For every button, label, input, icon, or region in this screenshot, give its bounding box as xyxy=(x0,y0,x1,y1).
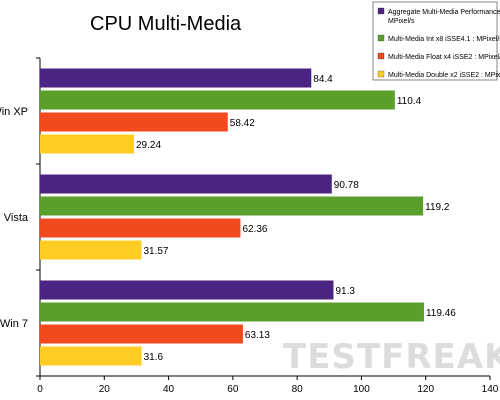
bar xyxy=(40,90,395,110)
bar xyxy=(40,196,424,216)
data-label: 110.4 xyxy=(397,96,422,107)
category-label: Win Vista xyxy=(0,212,29,224)
data-label: 91.3 xyxy=(335,286,355,297)
bar xyxy=(40,324,243,344)
bar xyxy=(40,302,424,322)
category-label: Win XP xyxy=(0,106,28,118)
bar xyxy=(40,112,228,132)
x-tick-label: 120 xyxy=(417,384,434,395)
plot-area: 0 20 40 60 80 100 120 140 Win XP 84.4 110.4 58.42 29… xyxy=(0,57,499,395)
legend-label: MPixel/s xyxy=(388,18,415,25)
bar xyxy=(40,68,312,88)
data-label: 119.46 xyxy=(426,308,456,319)
x-tick-label: 80 xyxy=(292,384,304,395)
legend-label: Multi-Media Double x2 iSSE2 : MPixel/s xyxy=(388,72,500,79)
bar xyxy=(40,218,241,238)
x-tick-label: 100 xyxy=(353,384,370,395)
x-tick-label: 40 xyxy=(163,384,175,395)
x-tick-label: 140 xyxy=(482,384,499,395)
chart-title: CPU Multi-Media xyxy=(90,13,242,35)
data-label: 31.6 xyxy=(144,352,164,363)
legend-swatch xyxy=(377,52,385,60)
bar xyxy=(40,174,332,194)
bar xyxy=(40,346,142,366)
legend: Aggregate Multi-Media Performance : MPixe… xyxy=(372,1,500,81)
bar xyxy=(40,134,134,154)
category-label: Win 7 xyxy=(0,318,28,330)
data-label: 63.13 xyxy=(245,330,270,341)
legend-label: Aggregate Multi-Media Performance : xyxy=(388,9,500,16)
data-label: 62.36 xyxy=(242,224,267,235)
data-label: 29.24 xyxy=(136,140,161,151)
x-tick-label: 60 xyxy=(227,384,239,395)
data-label: 84.4 xyxy=(313,74,333,85)
data-label: 119.2 xyxy=(425,202,450,213)
legend-swatch xyxy=(377,34,385,42)
legend-swatch xyxy=(377,7,385,15)
x-tick-label: 0 xyxy=(37,384,43,395)
bar xyxy=(40,280,334,300)
data-label: 90.78 xyxy=(334,180,359,191)
legend-box xyxy=(372,1,498,81)
legend-swatch xyxy=(377,70,385,78)
legend-label: Multi-Media Float x4 iSSE2 : MPixel/s xyxy=(388,54,500,61)
data-label: 58.42 xyxy=(230,118,255,129)
legend-label: Multi-Media Int x8 iSSE4.1 : MPixel/s xyxy=(388,36,500,43)
bar xyxy=(40,240,142,260)
watermark: TESTFREAKS xyxy=(283,337,500,377)
data-label: 31.57 xyxy=(143,246,168,257)
x-tick-label: 20 xyxy=(99,384,111,395)
